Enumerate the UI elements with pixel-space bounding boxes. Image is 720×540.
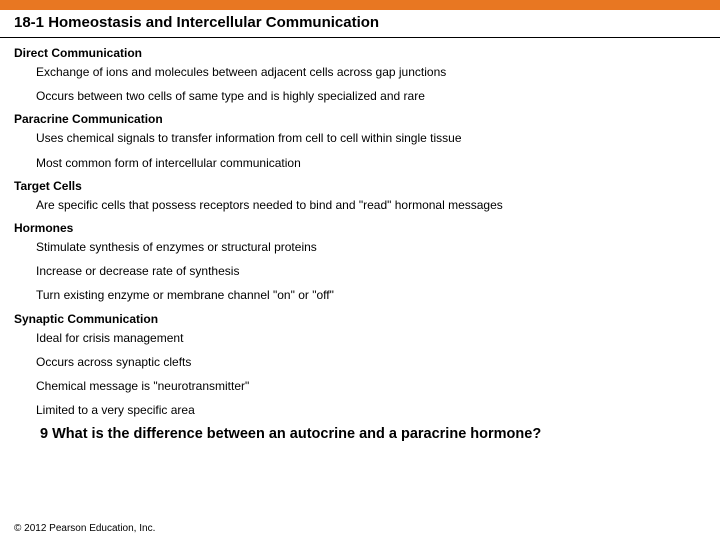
bullet-text: Most common form of intercellular commun… bbox=[14, 155, 706, 171]
bullet-text: Exchange of ions and molecules between a… bbox=[14, 64, 706, 80]
bullet-text: Chemical message is "neurotransmitter" bbox=[14, 378, 706, 394]
bullet-text: Turn existing enzyme or membrane channel… bbox=[14, 287, 706, 303]
bullet-text: Uses chemical signals to transfer inform… bbox=[14, 130, 706, 146]
page-title: 18-1 Homeostasis and Intercellular Commu… bbox=[0, 10, 720, 38]
bullet-text: Stimulate synthesis of enzymes or struct… bbox=[14, 239, 706, 255]
copyright-text: © 2012 Pearson Education, Inc. bbox=[14, 523, 155, 534]
section-heading: Paracrine Communication bbox=[14, 112, 706, 126]
question-text: 9 What is the difference between an auto… bbox=[14, 426, 706, 442]
bullet-text: Limited to a very specific area bbox=[14, 402, 706, 418]
section-heading: Synaptic Communication bbox=[14, 312, 706, 326]
content-area: Direct Communication Exchange of ions an… bbox=[0, 38, 720, 442]
section-heading: Hormones bbox=[14, 221, 706, 235]
bullet-text: Increase or decrease rate of synthesis bbox=[14, 263, 706, 279]
accent-bar bbox=[0, 0, 720, 10]
bullet-text: Occurs between two cells of same type an… bbox=[14, 88, 706, 104]
section-heading: Target Cells bbox=[14, 179, 706, 193]
bullet-text: Are specific cells that possess receptor… bbox=[14, 197, 706, 213]
bullet-text: Ideal for crisis management bbox=[14, 330, 706, 346]
bullet-text: Occurs across synaptic clefts bbox=[14, 354, 706, 370]
section-heading: Direct Communication bbox=[14, 46, 706, 60]
